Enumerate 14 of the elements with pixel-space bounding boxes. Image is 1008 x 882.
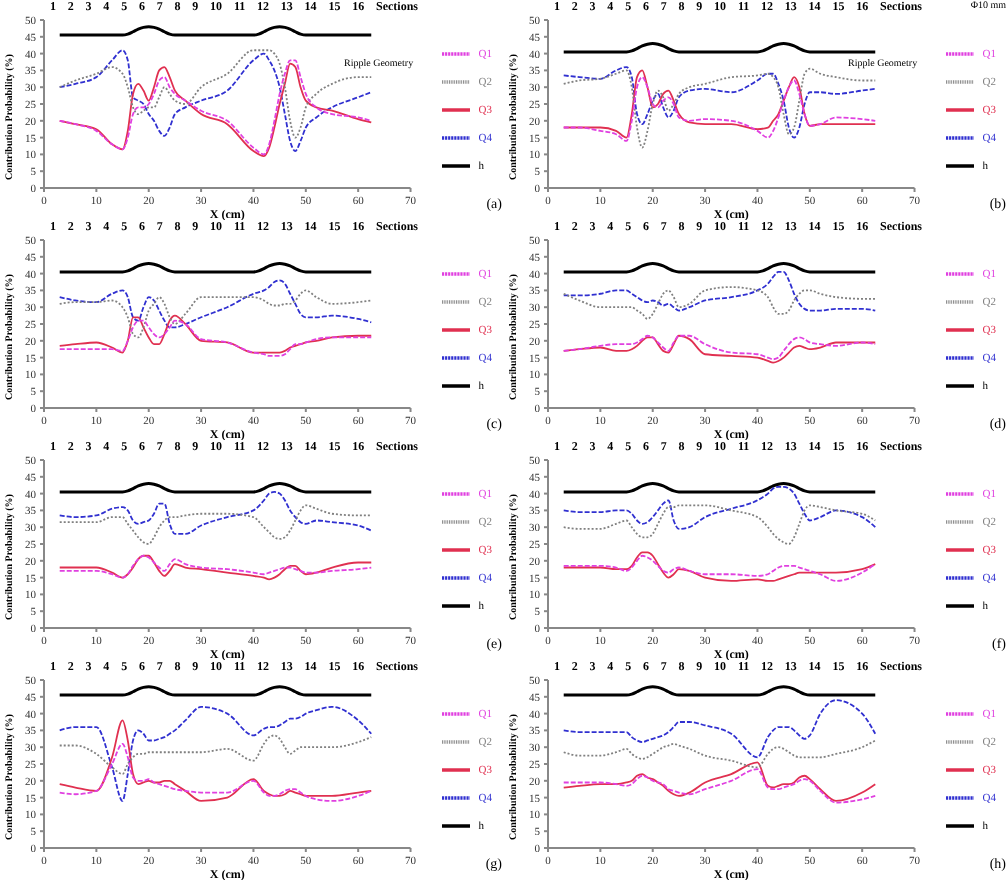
line-series xyxy=(58,504,373,545)
line-series xyxy=(562,699,877,759)
line-series xyxy=(58,279,373,329)
line-series xyxy=(562,761,877,802)
line-series xyxy=(562,286,877,320)
line-series xyxy=(562,271,877,312)
line-series xyxy=(562,768,877,804)
line-series xyxy=(562,739,877,769)
line-series xyxy=(58,491,373,535)
line-series xyxy=(58,289,373,339)
line-series xyxy=(562,504,877,545)
line-series xyxy=(58,742,373,802)
line-series xyxy=(562,485,877,530)
line-series xyxy=(58,734,373,775)
